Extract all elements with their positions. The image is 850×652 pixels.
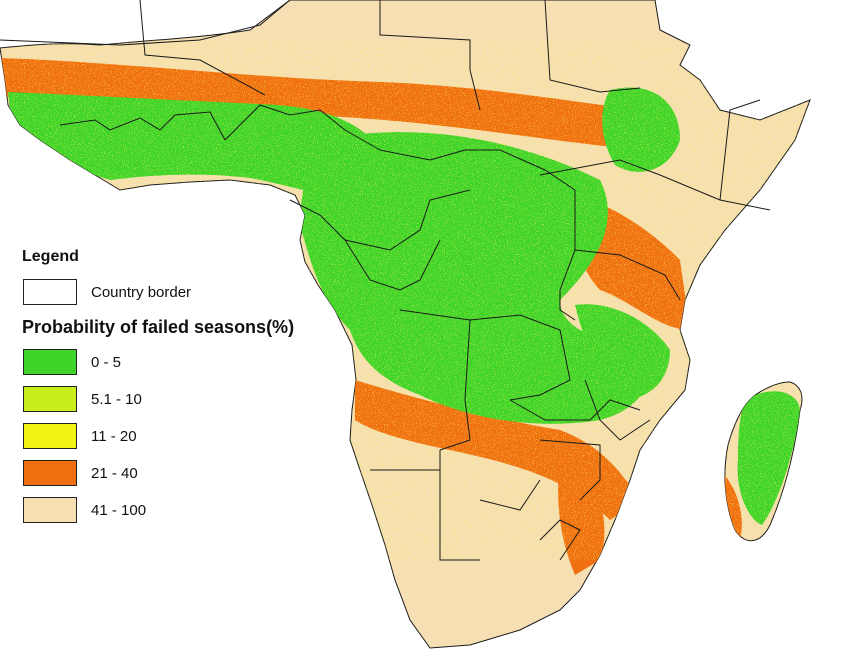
- border-line: [289, 189, 471, 251]
- country-border-swatch: [23, 279, 77, 305]
- legend-item-class: 0 - 5: [18, 349, 363, 375]
- legend: Legend Country border Probability of fai…: [18, 248, 363, 535]
- legend-item-class: 5.1 - 10: [18, 386, 363, 412]
- country-borders: [0, 0, 771, 561]
- border-line: [509, 399, 641, 421]
- legend-class-list: 0 - 5 5.1 - 10 11 - 20 21 - 40 41 - 100: [18, 349, 363, 523]
- legend-label: Country border: [91, 283, 192, 301]
- legend-subtitle: Probability of failed seasons(%): [22, 317, 295, 337]
- legend-item-country-border: Country border: [18, 279, 363, 305]
- border-line: [379, 0, 481, 111]
- legend-swatch: [23, 460, 77, 486]
- legend-item-class: 41 - 100: [18, 497, 363, 523]
- legend-label: 21 - 40: [91, 464, 138, 482]
- border-line: [539, 159, 771, 211]
- border-line: [439, 319, 471, 451]
- legend-swatch: [23, 497, 77, 523]
- legend-swatch: [23, 423, 77, 449]
- border-line: [539, 439, 601, 501]
- legend-item-class: 11 - 20: [18, 423, 363, 449]
- border-line: [0, 0, 291, 46]
- legend-swatch: [23, 349, 77, 375]
- border-line: [584, 379, 651, 441]
- legend-label: 0 - 5: [91, 353, 122, 371]
- border-line: [539, 519, 581, 561]
- border-line: [574, 249, 681, 301]
- border-line: [544, 0, 641, 93]
- legend-label: 11 - 20: [91, 427, 137, 445]
- border-line: [139, 0, 266, 96]
- border-line: [559, 190, 576, 321]
- legend-title: Legend: [22, 248, 79, 265]
- border-line: [719, 99, 761, 201]
- border-line: [59, 111, 226, 141]
- legend-label: 41 - 100: [91, 501, 147, 519]
- border-line: [439, 450, 480, 561]
- border-line: [479, 479, 541, 511]
- legend-label: 5.1 - 10: [91, 390, 142, 408]
- border-line: [224, 104, 381, 151]
- border-line: [344, 239, 441, 291]
- legend-item-class: 21 - 40: [18, 460, 363, 486]
- legend-swatch: [23, 386, 77, 412]
